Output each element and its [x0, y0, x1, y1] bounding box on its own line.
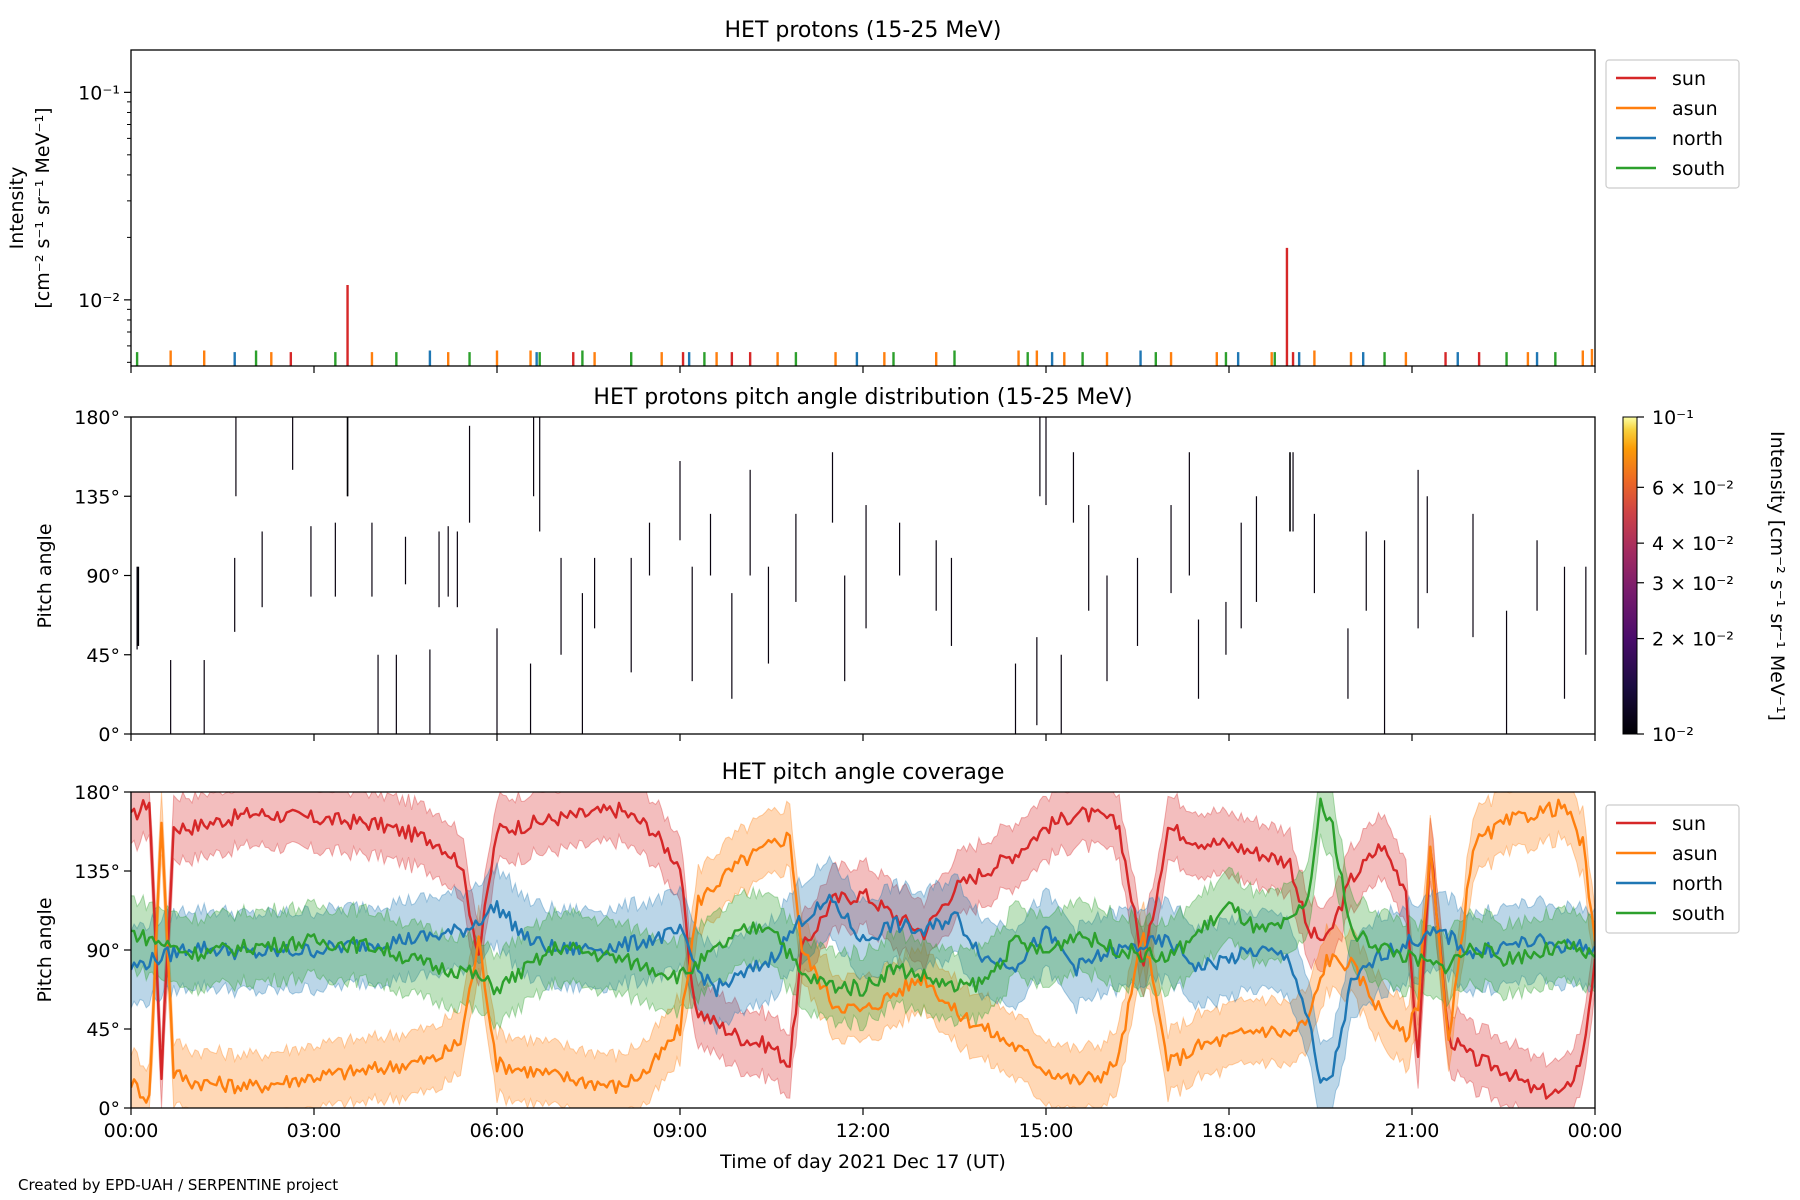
panel1-ylabel-line1: Intensity: [6, 167, 28, 250]
legend3-label-asun: asun: [1672, 843, 1718, 865]
colorbar-label: Intensity [cm⁻² s⁻¹ sr⁻¹ MeV⁻¹]: [1766, 431, 1788, 721]
panel1-legend: sun asun north south: [1605, 59, 1740, 189]
legend1-label-south: south: [1672, 158, 1725, 180]
legend3-frame: [1605, 804, 1740, 934]
panel3-ylabel: Pitch angle: [34, 897, 56, 1002]
panel3-xtick-label-0: 00:00: [104, 1120, 159, 1142]
panel2-ytick-label-2: 90°: [86, 566, 120, 588]
legend3-label-north: north: [1672, 873, 1723, 895]
credit-text: Created by EPD-UAH / SERPENTINE project: [18, 1176, 338, 1194]
panel3-xtick-label-8: 00:00: [1568, 1120, 1623, 1142]
panel-intensity: HET protons (15-25 MeV) 10⁻¹ 10⁻² Intensi…: [6, 18, 1740, 373]
panel2-title: HET protons pitch angle distribution (15…: [593, 385, 1132, 410]
panel2-frame: [130, 416, 1596, 735]
panel2-yticks: 0° 45° 90° 135° 180°: [74, 407, 131, 746]
colorbar-tick-label-1: 6 × 10⁻²: [1652, 477, 1734, 499]
sun-coverage-line: [131, 799, 1595, 1100]
panel3-yticks: 0° 45° 90° 135° 180°: [74, 782, 131, 1120]
panel1-frame: [130, 49, 1596, 367]
panel1-xticks: [130, 366, 1596, 373]
panel3-xtick-label-5: 15:00: [1019, 1120, 1074, 1142]
panel-pitch-angle-distribution: HET protons pitch angle distribution (15…: [34, 385, 1788, 746]
south-coverage-line: [131, 797, 1595, 997]
colorbar-tick-label-4: 2 × 10⁻²: [1652, 629, 1734, 651]
panel3-ytick-label-0: 0°: [98, 1098, 120, 1120]
panel3-ytick-label-4: 180°: [74, 782, 120, 804]
panel1-ylabel-line2: [cm⁻² s⁻¹ sr⁻¹ MeV⁻¹]: [32, 107, 54, 308]
panel3-xtick-label-7: 21:00: [1385, 1120, 1440, 1142]
north-coverage-band: [131, 854, 1595, 1108]
panel3-title: HET pitch angle coverage: [722, 760, 1005, 785]
colorbar-tick-label-2: 4 × 10⁻²: [1652, 533, 1734, 555]
panel2-ylabel: Pitch angle: [34, 523, 56, 628]
panel1-yticks: 10⁻¹ 10⁻²: [78, 82, 131, 363]
panel1-ytick-label-1: 10⁻²: [78, 290, 120, 312]
panel3-xticks: 00:00 03:00 06:00 09:00 12:00 15:00 18:00 21:00…: [104, 1108, 1623, 1142]
panel3-xtick-label-1: 03:00: [287, 1120, 342, 1142]
south-coverage-band: [131, 792, 1595, 1032]
legend3-label-south: south: [1672, 903, 1725, 925]
colorbar-ticks: 10⁻¹ 6 × 10⁻² 4 × 10⁻² 3 × 10⁻² 2 × 10⁻² 10⁻²: [1637, 407, 1734, 746]
legend1-label-north: north: [1672, 128, 1723, 150]
panel-pitch-angle-coverage: HET pitch angle coverage 0° 45° 90° 135° 180…: [34, 760, 1740, 1173]
panel3-ytick-label-1: 45°: [86, 1019, 120, 1041]
panel3-xtick-label-6: 18:00: [1202, 1120, 1257, 1142]
panel2-ytick-label-4: 180°: [74, 407, 120, 429]
panel2-xticks: [130, 734, 1596, 741]
panel2-ytick-label-0: 0°: [98, 724, 120, 746]
legend1-label-asun: asun: [1672, 98, 1718, 120]
sun-coverage-band: [131, 792, 1595, 1108]
panel1-title: HET protons (15-25 MeV): [725, 18, 1002, 43]
panel3-marks: [131, 792, 1595, 1108]
legend1-frame: [1605, 59, 1740, 189]
panel3-legend: sun asun north south: [1605, 804, 1740, 934]
asun-coverage-band: [131, 792, 1595, 1108]
panel2-ytick-label-3: 135°: [74, 486, 120, 508]
asun-coverage-line: [131, 798, 1595, 1104]
panel3-xtick-label-2: 06:00: [470, 1120, 525, 1142]
legend1-label-sun: sun: [1672, 68, 1706, 90]
colorbar-tick-label-0: 10⁻¹: [1652, 407, 1694, 429]
panel1-marks: [135, 247, 1594, 366]
panel1-ytick-label-0: 10⁻¹: [78, 82, 120, 104]
legend3-label-sun: sun: [1672, 813, 1706, 835]
panel3-xtick-label-4: 12:00: [836, 1120, 891, 1142]
panel3-ytick-label-2: 90°: [86, 940, 120, 962]
colorbar: 10⁻¹ 6 × 10⁻² 4 × 10⁻² 3 × 10⁻² 2 × 10⁻² 10⁻²…: [1622, 407, 1788, 746]
panel3-ytick-label-3: 135°: [74, 861, 120, 883]
panel3-xtick-label-3: 09:00: [653, 1120, 708, 1142]
colorbar-tick-label-5: 10⁻²: [1652, 724, 1694, 746]
panel2-ytick-label-1: 45°: [86, 645, 120, 667]
panel2-marks: [136, 417, 1587, 734]
colorbar-tick-label-3: 3 × 10⁻²: [1652, 573, 1734, 595]
x-axis-label: Time of day 2021 Dec 17 (UT): [719, 1151, 1006, 1173]
colorbar-gradient: [1622, 416, 1638, 735]
